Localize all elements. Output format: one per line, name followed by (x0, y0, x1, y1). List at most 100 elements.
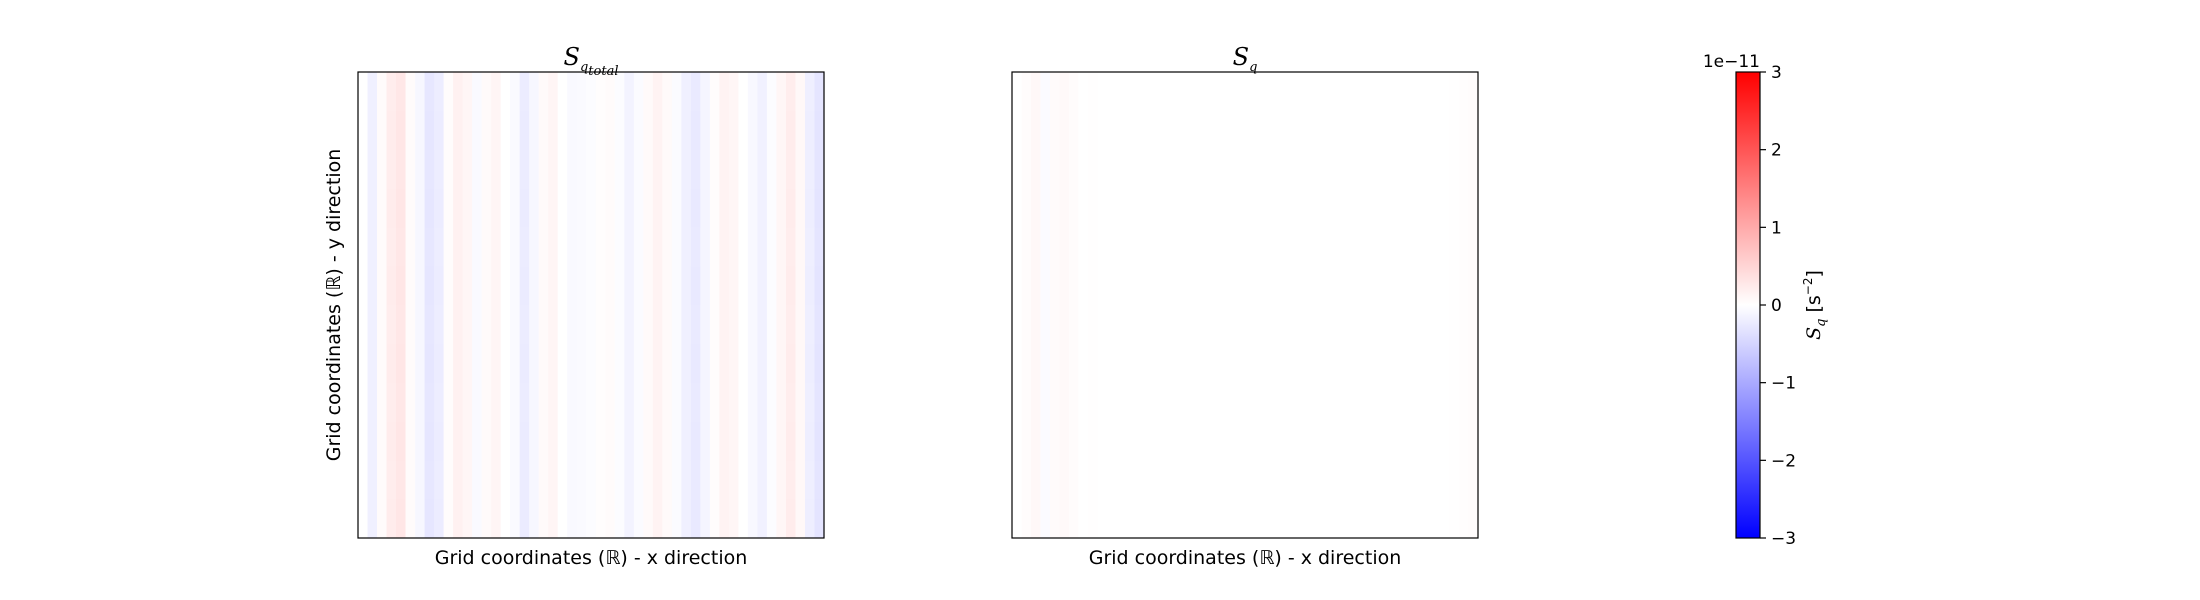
heatmap-1-cell (443, 72, 454, 538)
heatmap-1-cell (776, 72, 787, 538)
heatmap-1-cell (472, 72, 483, 538)
heatmap-1-cell (747, 72, 759, 538)
heatmap-2-cell (1420, 72, 1432, 538)
colorbar-tick-label: 0 (1771, 296, 1782, 316)
heatmap-1-cell (785, 72, 797, 538)
heatmap-2-band (1012, 72, 1478, 111)
heatmap-1-cell (548, 72, 559, 538)
colorbar: 1e−11 3 2 1 0 −1 −2 −3 Sq [s−2] (1703, 52, 1829, 549)
heatmap-2-cell (1078, 72, 1089, 538)
heatmap-2-cell (1306, 72, 1317, 538)
heatmap-2-cell (1268, 72, 1279, 538)
heatmap-1-cell (814, 72, 825, 538)
heatmap-1-cell (424, 72, 435, 538)
heatmap-1-band (358, 305, 824, 345)
heatmap-2-cell (1344, 72, 1355, 538)
heatmap-1-cell (690, 72, 701, 538)
heatmap-2-cell (1240, 72, 1251, 538)
heatmap-1-cell (738, 72, 749, 538)
heatmap-2-cell (1164, 72, 1175, 538)
heatmap-1-cell (462, 72, 473, 538)
heatmap-2-cell (1192, 72, 1203, 538)
heatmap-2-cell (1287, 72, 1298, 538)
heatmap-2-cell (1401, 72, 1413, 538)
heatmap-1-cell (795, 72, 806, 538)
heatmap-1-cell (491, 72, 502, 538)
heatmap-2-band (1012, 422, 1478, 461)
heatmap-1-cell (624, 72, 635, 538)
heatmap-1-cell (614, 72, 625, 538)
heatmap-2-band (1012, 460, 1478, 499)
heatmap-2-cell (1439, 72, 1451, 538)
heatmap-2-cell (1135, 72, 1146, 538)
heatmap-2-cell (1249, 72, 1260, 538)
heatmap-2-cell (1021, 72, 1032, 538)
heatmap-2-cell (1097, 72, 1108, 538)
heatmap-1-cell (510, 72, 521, 538)
heatmap-2-cell (1116, 72, 1127, 538)
heatmap-1-cell (605, 72, 616, 538)
heatmap-1-cell (453, 72, 464, 538)
heatmap-2-band (1012, 266, 1478, 305)
heatmap-1-band (358, 499, 824, 538)
heatmap-2-cell (1373, 72, 1384, 538)
heatmap-1-cell (481, 72, 492, 538)
heatmap-1-cell (709, 72, 720, 538)
heatmap-1-cell (681, 72, 692, 538)
colorbar-tick-label: 3 (1771, 63, 1782, 83)
heatmap-1-cell (728, 72, 740, 538)
heatmap-1-band (358, 72, 824, 112)
heatmap-2-cell (1430, 72, 1441, 538)
heatmap-2-cell (1126, 72, 1137, 538)
heatmap-2-cell (1173, 72, 1184, 538)
heatmap-2-cells (1012, 72, 1479, 538)
colorbar-ticks: 3 2 1 0 −1 −2 −3 (1760, 63, 1796, 549)
heatmap-2-title: Sq (1233, 43, 1258, 75)
colorbar-gradient (1735, 71, 1761, 539)
heatmap-2-band (1012, 189, 1478, 228)
heatmap-2-cell (1202, 72, 1213, 538)
heatmap-2-cell (1221, 72, 1232, 538)
colorbar-tick-label: 2 (1771, 141, 1782, 161)
heatmap-1-cell (529, 72, 540, 538)
heatmap-1-band (358, 189, 824, 228)
heatmap-1-band (358, 266, 824, 305)
heatmap-2-cell (1107, 72, 1118, 538)
heatmap-1-band (358, 149, 824, 189)
heatmap-1-cell (500, 72, 511, 538)
heatmap-2-cell (1382, 72, 1394, 538)
colorbar-tick-label: −3 (1771, 529, 1796, 549)
heatmap-2-cell (1259, 72, 1270, 538)
heatmap-2-cell (1354, 72, 1365, 538)
heatmap-1-cell (766, 72, 778, 538)
heatmap-2-cell (1468, 72, 1479, 538)
heatmap-1-cells (358, 72, 825, 538)
heatmap-1-cell (700, 72, 711, 538)
heatmap-2-cell (1316, 72, 1327, 538)
heatmap-1-row-variation (358, 72, 824, 538)
heatmap-1-cell (367, 72, 378, 538)
heatmap-2-band (1012, 227, 1478, 266)
heatmap-2-xlabel: Grid coordinates (ℝ) - x direction (1089, 547, 1402, 569)
heatmap-1-cell (567, 72, 578, 538)
heatmap-1-cell (633, 72, 644, 538)
heatmap-2-band (1012, 383, 1478, 422)
heatmap-2-cell (1449, 72, 1460, 538)
heatmap-1-cell (386, 72, 397, 538)
heatmap-1-band (358, 382, 824, 422)
heatmap-1-frame (357, 71, 825, 539)
heatmap-1-cell (538, 72, 549, 538)
heatmap-1-cell (719, 72, 730, 538)
heatmap-1-cell (804, 72, 816, 538)
heatmap-1-band (358, 227, 824, 267)
heatmap-1-title: Sqtotal (564, 43, 619, 79)
heatmap-1-band (358, 460, 824, 500)
heatmap-1-cell (519, 72, 530, 538)
heatmap-2-frame (1011, 71, 1479, 539)
heatmap-1-cell (586, 72, 597, 538)
heatmap-2-cell (1335, 72, 1346, 538)
heatmap-2-band (1012, 305, 1478, 344)
heatmap-1-cell (358, 72, 369, 538)
heatmap-2-cell (1145, 72, 1156, 538)
